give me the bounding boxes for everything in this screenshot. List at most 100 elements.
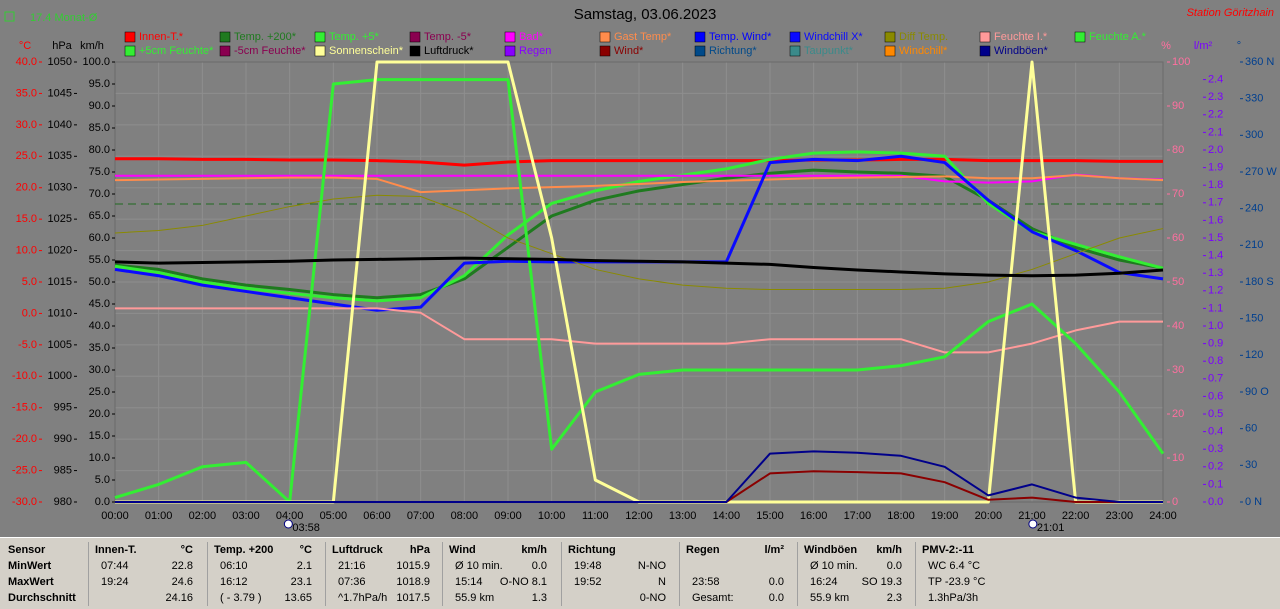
x-tick-label: 17:00 — [844, 510, 872, 522]
sun-marker — [1028, 519, 1038, 529]
legend-swatch — [979, 31, 991, 43]
legend-swatch — [884, 31, 896, 43]
legend-label: Bad* — [519, 31, 544, 43]
x-tick-label: 18:00 — [887, 510, 915, 522]
legend-swatch — [314, 45, 326, 57]
y-tick-label: 1025 — [48, 213, 72, 225]
cell-label: 19:48 — [574, 560, 602, 572]
x-tick-label: 15:00 — [756, 510, 784, 522]
cell-value: 23.1 — [290, 576, 312, 588]
y-tick-label: 65.0 — [89, 210, 110, 222]
cell-label: 06:10 — [220, 560, 248, 572]
y-tick-label: 0.6 — [1208, 390, 1223, 402]
cell-label: 15:14 — [455, 576, 483, 588]
y-tick-label: 30.0 — [89, 364, 110, 376]
y-tick-label: 990 — [54, 433, 72, 445]
row-label: Sensor — [8, 544, 46, 556]
avg-label: 17.4 Monat-Ø — [30, 12, 98, 24]
y-tick-label: 0.4 — [1208, 426, 1223, 438]
cell-value: 1017.5 — [396, 592, 430, 604]
column-title: Windböen — [804, 544, 858, 556]
cell-value: 13.65 — [284, 592, 312, 604]
sun-event-label: 03:58 — [292, 522, 320, 534]
legend-label: Feuchte I.* — [994, 31, 1048, 43]
y-tick-label: 80 — [1172, 144, 1184, 156]
x-tick-label: 07:00 — [407, 510, 435, 522]
y-tick-label: 5.0 — [22, 276, 37, 288]
y-tick-label: 1045 — [48, 87, 72, 99]
y-tick-label: 1.5 — [1208, 232, 1223, 244]
y-tick-label: 100 — [1172, 56, 1190, 68]
y-tick-label: 100.0 — [82, 56, 110, 68]
cell-value: N-NO — [637, 560, 666, 572]
column-unit: °C — [299, 544, 312, 556]
series-line — [114, 256, 1164, 278]
y-tick-label: 70 — [1172, 188, 1184, 200]
stats-column: Richtung 19:48 N-NO 19:52 N 0-NO — [561, 542, 672, 606]
y-tick-label: 30.0 — [16, 119, 37, 131]
x-tick-label: 12:00 — [625, 510, 653, 522]
column-title: Luftdruck — [332, 544, 383, 556]
y-tick-label: 1020 — [48, 244, 72, 256]
legend-swatch — [789, 31, 801, 43]
series-line — [114, 150, 1164, 303]
y-tick-label: 0 — [1172, 496, 1178, 508]
y-tick-label: 1.2 — [1208, 285, 1223, 297]
y-tick-label: -25.0 — [12, 464, 37, 476]
y-tick-label: 20 — [1172, 408, 1184, 420]
y-tick-label: 0.3 — [1208, 443, 1223, 455]
legend-swatch — [694, 45, 706, 57]
legend-swatch — [219, 45, 231, 57]
y-tick-label: 1.0 — [1208, 320, 1223, 332]
x-tick-label: 04:00 — [276, 510, 304, 522]
x-tick-label: 22:00 — [1062, 510, 1090, 522]
y-tick-label: 2.4 — [1208, 74, 1223, 86]
cell-label: 1.3hPa/3h — [928, 592, 979, 604]
y-tick-label: 85.0 — [89, 122, 110, 134]
cell-value: 0-NO — [639, 592, 666, 604]
row-label: MaxWert — [8, 576, 54, 588]
y-tick-label: 2.0 — [1208, 144, 1223, 156]
y-tick-label: 0.1 — [1208, 478, 1223, 490]
column-unit: l/m² — [764, 544, 784, 556]
y-tick-label: 2.2 — [1208, 109, 1223, 121]
x-tick-label: 05:00 — [320, 510, 348, 522]
cell-label: WC 6.4 °C — [928, 560, 981, 572]
stats-column: Luftdruck hPa 21:16 1015.9 07:36 1018.9 ^1.7hP… — [325, 542, 436, 606]
x-tick-label: 21:00 — [1018, 510, 1046, 522]
stats-table: Sensor MinWert MaxWert Durchschnitt Innen-T.… — [0, 537, 1280, 609]
cell-label: 16:12 — [220, 576, 248, 588]
column-title: Richtung — [568, 544, 616, 556]
column-unit: km/h — [521, 544, 547, 556]
legend-label: Windchill X* — [804, 31, 863, 43]
x-tick-label: 06:00 — [363, 510, 391, 522]
series-line — [115, 157, 1163, 167]
cell-value: 0.0 — [768, 576, 784, 588]
series-line — [114, 194, 1164, 291]
y-tick-label: 0.9 — [1208, 338, 1223, 350]
y-tick-label: 10 — [1172, 452, 1184, 464]
axis-unit: °C — [19, 40, 31, 52]
cell-label: ( - 3.79 ) — [220, 592, 262, 604]
cell-value: 0.0 — [531, 560, 547, 572]
y-tick-label: 1035 — [48, 150, 72, 162]
station-name: Station Göritzhain — [1187, 7, 1274, 19]
y-tick-label: 980 — [54, 496, 72, 508]
y-tick-label: 270 W — [1245, 166, 1277, 178]
legend-label: Richtung* — [709, 45, 757, 57]
cell-label: TP -23.9 °C — [928, 576, 986, 588]
cell-value: 24.16 — [165, 592, 193, 604]
legend-swatch — [124, 31, 136, 43]
cell-value: 2.3 — [886, 592, 902, 604]
y-tick-label: 0.8 — [1208, 355, 1223, 367]
sun-event-label: 21:01 — [1037, 522, 1065, 534]
cell-label: 07:36 — [338, 576, 366, 588]
legend-label: Taupunkt* — [804, 45, 854, 57]
legend-label: +5cm Feuchte* — [139, 45, 214, 57]
y-tick-label: 0 N — [1245, 496, 1262, 508]
legend-swatch — [314, 31, 326, 43]
y-tick-label: 1.7 — [1208, 197, 1223, 209]
legend-label: Temp. -5* — [424, 31, 472, 43]
y-tick-label: 95.0 — [89, 78, 110, 90]
